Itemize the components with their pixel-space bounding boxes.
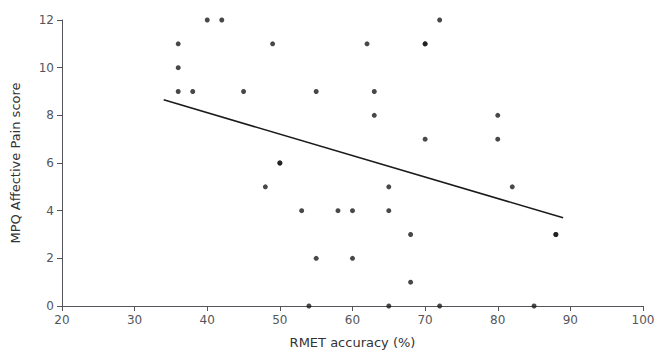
- svg-text:60: 60: [345, 313, 360, 327]
- svg-text:6: 6: [46, 156, 54, 170]
- svg-text:10: 10: [39, 61, 54, 75]
- svg-text:50: 50: [272, 313, 287, 327]
- svg-text:40: 40: [200, 313, 215, 327]
- svg-text:90: 90: [563, 313, 578, 327]
- svg-text:20: 20: [54, 313, 69, 327]
- svg-text:100: 100: [632, 313, 655, 327]
- svg-text:4: 4: [46, 204, 54, 218]
- svg-text:12: 12: [39, 13, 54, 27]
- svg-text:70: 70: [417, 313, 432, 327]
- svg-text:8: 8: [46, 108, 54, 122]
- svg-text:0: 0: [46, 299, 54, 313]
- svg-text:30: 30: [127, 313, 142, 327]
- svg-text:RMET accuracy (%): RMET accuracy (%): [290, 335, 416, 350]
- svg-text:MPQ Affective Pain score: MPQ Affective Pain score: [8, 82, 23, 243]
- svg-text:80: 80: [490, 313, 505, 327]
- svg-text:2: 2: [46, 251, 54, 265]
